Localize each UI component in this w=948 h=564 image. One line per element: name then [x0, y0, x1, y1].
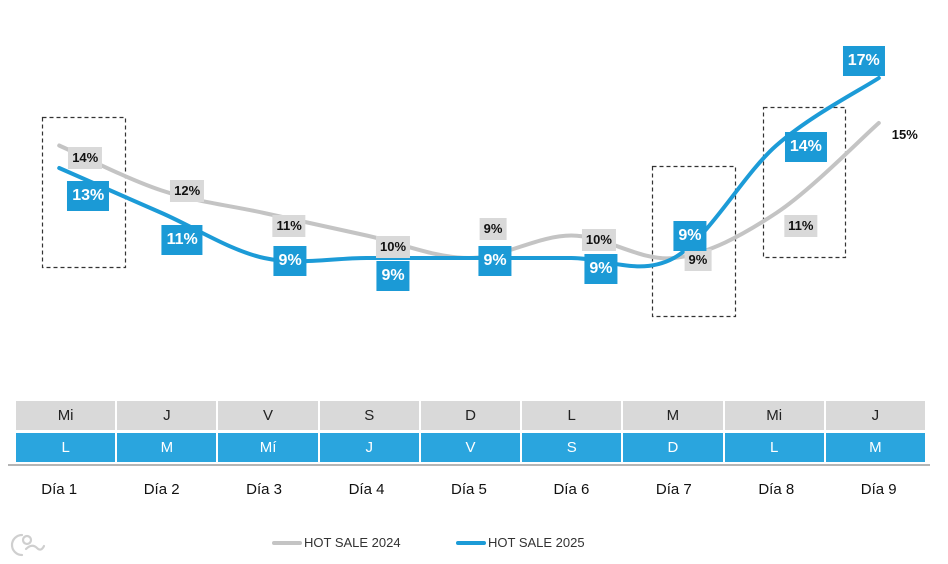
weekday-cell-2025-day-9: M — [825, 433, 925, 462]
data-label-hot-sale-2025-day-3: 9% — [273, 246, 307, 276]
highlight-box-day-7 — [651, 165, 737, 318]
weekday-cell-2025-day-7: D — [623, 433, 723, 462]
weekday-cell-2025-day-3: Mí — [218, 433, 318, 462]
data-label-hot-sale-2024-day-2: 12% — [170, 180, 205, 202]
data-label-hot-sale-2025-day-5: 9% — [478, 246, 512, 276]
legend-swatch-hot-sale-2024 — [272, 541, 302, 545]
weekday-cell-2025-day-4: J — [319, 433, 419, 462]
weekday-cell-2024-day-2: J — [117, 401, 217, 430]
weekday-cell-2024-day-1: Mi — [16, 401, 116, 430]
data-label-hot-sale-2025-day-9: 17% — [842, 46, 885, 76]
highlight-box-day-8 — [762, 106, 847, 259]
weekday-cell-2024-day-6: L — [522, 401, 622, 430]
data-label-hot-sale-2024-day-3: 11% — [272, 215, 306, 237]
data-label-hot-sale-2024-day-1: 14% — [68, 147, 103, 169]
x-axis-tick-labels: Día 1 Día 2 Día 3 Día 4 Día 5 Día 6 Día … — [8, 480, 930, 500]
data-label-hot-sale-2024-day-8: 11% — [784, 215, 818, 237]
weekday-cell-2025-day-6: S — [522, 433, 622, 462]
data-label-hot-sale-2025-day-7: 9% — [673, 221, 707, 251]
weekday-cell-2024-day-9: J — [825, 401, 925, 430]
legend-label-hot-sale-2025: HOT SALE 2025 — [488, 535, 585, 550]
weekday-row-2024: Mi J V S D L M Mi J — [16, 401, 925, 430]
legend-item-hot-sale-2024: HOT SALE 2024 — [272, 535, 412, 551]
data-label-hot-sale-2024-day-6: 10% — [581, 229, 616, 251]
weekday-row-2025: L M Mí J V S D L M — [16, 433, 925, 462]
data-label-hot-sale-2025-day-1: 13% — [67, 181, 110, 211]
data-label-layer: 14% 12% 11% 10% 9% 10% 9% 11% 15% 13% 11% 9% 9% 9% 9% 9… — [67, 46, 918, 291]
watermark-logo — [10, 533, 46, 557]
legend-swatch-hot-sale-2025 — [456, 541, 486, 545]
weekday-cell-2024-day-7: M — [623, 401, 723, 430]
legend-label-hot-sale-2024: HOT SALE 2024 — [304, 535, 401, 550]
x-axis-baseline — [8, 464, 930, 466]
data-label-hot-sale-2025-day-4: 9% — [376, 261, 410, 291]
x-tick-label-day-9: Día 9 — [860, 481, 897, 498]
data-label-hot-sale-2025-day-2: 11% — [161, 225, 203, 255]
x-tick-label-day-7: Día 7 — [655, 481, 692, 498]
data-label-hot-sale-2024-day-4: 10% — [376, 236, 411, 258]
highlight-box-day-1 — [41, 116, 127, 269]
weekday-cell-2024-day-4: S — [319, 401, 419, 430]
x-tick-label-day-6: Día 6 — [553, 481, 590, 498]
weekday-cell-2024-day-5: D — [420, 401, 521, 430]
data-label-hot-sale-2024-day-7: 9% — [684, 249, 712, 271]
weekday-cell-2024-day-3: V — [218, 401, 318, 430]
data-label-hot-sale-2025-day-8: 14% — [784, 132, 827, 162]
line-chart: 14% 12% 11% 10% 9% 10% 9% 11% 15% 13% 11% 9% 9% 9% 9% 9… — [41, 46, 918, 318]
data-label-hot-sale-2024-day-5: 9% — [479, 218, 507, 240]
weekday-cell-2025-day-8: L — [724, 433, 824, 462]
weekday-cell-2025-day-5: V — [420, 433, 521, 462]
data-label-hot-sale-2025-day-6: 9% — [584, 254, 618, 284]
data-label-hot-sale-2024-day-9: 15% — [891, 127, 918, 142]
x-tick-label-day-8: Día 8 — [758, 481, 795, 498]
x-tick-label-day-1: Día 1 — [41, 481, 78, 498]
x-tick-label-day-2: Día 2 — [143, 481, 180, 498]
x-tick-label-day-5: Día 5 — [451, 481, 487, 498]
legend-item-hot-sale-2025: HOT SALE 2025 — [456, 535, 596, 551]
weekday-cell-2025-day-2: M — [117, 433, 217, 462]
x-tick-label-day-3: Día 3 — [246, 481, 283, 498]
weekday-cell-2025-day-1: L — [16, 433, 116, 462]
weekday-table: Mi J V S D L M Mi J L M Mí J V S D L M — [16, 401, 925, 462]
weekday-cell-2024-day-8: Mi — [724, 401, 824, 430]
x-tick-label-day-4: Día 4 — [348, 481, 385, 498]
